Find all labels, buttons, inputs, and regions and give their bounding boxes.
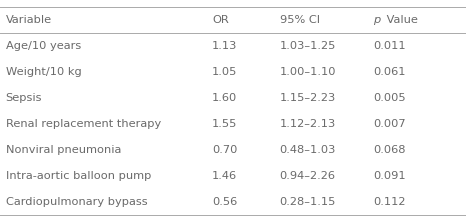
Text: Renal replacement therapy: Renal replacement therapy	[6, 119, 161, 129]
Text: 0.94–2.26: 0.94–2.26	[280, 171, 336, 181]
Text: Cardiopulmonary bypass: Cardiopulmonary bypass	[6, 197, 147, 207]
Text: 1.05: 1.05	[212, 67, 237, 77]
Text: 0.068: 0.068	[373, 145, 405, 155]
Text: 0.005: 0.005	[373, 93, 405, 103]
Text: 0.007: 0.007	[373, 119, 405, 129]
Text: 0.70: 0.70	[212, 145, 237, 155]
Text: 1.00–1.10: 1.00–1.10	[280, 67, 336, 77]
Text: Intra-aortic balloon pump: Intra-aortic balloon pump	[6, 171, 151, 181]
Text: 0.091: 0.091	[373, 171, 405, 181]
Text: 1.13: 1.13	[212, 41, 237, 51]
Text: 1.03–1.25: 1.03–1.25	[280, 41, 336, 51]
Text: 1.15–2.23: 1.15–2.23	[280, 93, 336, 103]
Text: 1.55: 1.55	[212, 119, 237, 129]
Text: Variable: Variable	[6, 15, 52, 25]
Text: 1.12–2.13: 1.12–2.13	[280, 119, 336, 129]
Text: Sepsis: Sepsis	[6, 93, 42, 103]
Text: OR: OR	[212, 15, 229, 25]
Text: 0.56: 0.56	[212, 197, 237, 207]
Text: 0.011: 0.011	[373, 41, 405, 51]
Text: Nonviral pneumonia: Nonviral pneumonia	[6, 145, 121, 155]
Text: 1.60: 1.60	[212, 93, 237, 103]
Text: 1.46: 1.46	[212, 171, 237, 181]
Text: Value: Value	[383, 15, 418, 25]
Text: 0.112: 0.112	[373, 197, 405, 207]
Text: 0.48–1.03: 0.48–1.03	[280, 145, 336, 155]
Text: 95% CI: 95% CI	[280, 15, 320, 25]
Text: p: p	[373, 15, 380, 25]
Text: Age/10 years: Age/10 years	[6, 41, 81, 51]
Text: Weight/10 kg: Weight/10 kg	[6, 67, 82, 77]
Text: 0.061: 0.061	[373, 67, 405, 77]
Text: 0.28–1.15: 0.28–1.15	[280, 197, 336, 207]
